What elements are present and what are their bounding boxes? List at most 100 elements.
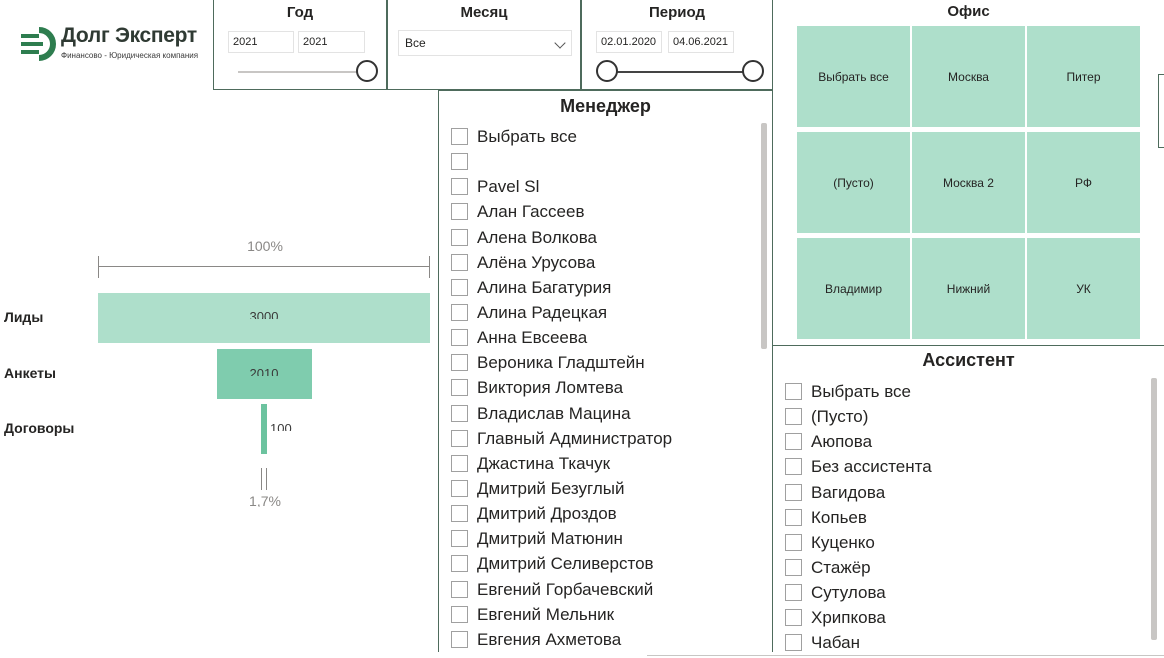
office-tile[interactable]: Москва 2 bbox=[912, 132, 1025, 233]
year-slider-track[interactable] bbox=[238, 71, 368, 73]
checkbox-icon[interactable] bbox=[785, 433, 802, 451]
month-slicer-title: Месяц bbox=[460, 4, 508, 21]
checkbox-icon[interactable] bbox=[785, 558, 802, 576]
assistants-list-item[interactable]: Копьев bbox=[785, 508, 1085, 533]
checkbox-icon[interactable] bbox=[451, 580, 468, 598]
assistants-item-label: Копьев bbox=[811, 507, 867, 527]
managers-list-item[interactable]: Алина Багатурия bbox=[451, 278, 751, 303]
assistants-list-item[interactable]: Вагидова bbox=[785, 483, 1085, 508]
checkbox-icon[interactable] bbox=[785, 458, 802, 476]
checkbox-icon[interactable] bbox=[785, 634, 802, 652]
period-slicer-title: Период bbox=[649, 4, 705, 21]
checkbox-icon[interactable] bbox=[451, 479, 468, 497]
managers-item-label: Алена Волкова bbox=[477, 227, 597, 247]
checkbox-icon[interactable] bbox=[451, 303, 468, 321]
checkbox-icon[interactable] bbox=[451, 605, 468, 623]
office-tile[interactable]: Москва bbox=[912, 26, 1025, 127]
office-tile[interactable]: Питер bbox=[1027, 26, 1140, 127]
managers-list-item[interactable]: Вероника Гладштейн bbox=[451, 353, 751, 378]
managers-item-label: Виктория Ломтева bbox=[477, 378, 624, 398]
managers-list-item[interactable]: Дмитрий Дроздов bbox=[451, 504, 751, 529]
funnel-bar[interactable] bbox=[261, 404, 267, 454]
managers-list-item[interactable]: Дмитрий Селиверстов bbox=[451, 554, 751, 579]
managers-list-item[interactable]: Алан Гассеев bbox=[451, 202, 751, 227]
office-tile[interactable]: РФ bbox=[1027, 132, 1140, 233]
assistants-list-item[interactable]: Выбрать все bbox=[785, 382, 1085, 407]
checkbox-icon[interactable] bbox=[451, 329, 468, 347]
assistants-item-label: Хрипкова bbox=[811, 608, 886, 628]
month-dropdown[interactable]: Все bbox=[398, 30, 572, 56]
chevron-down-icon[interactable] bbox=[554, 37, 566, 49]
month-dropdown-value: Все bbox=[405, 36, 426, 50]
managers-item-label: Дмитрий Селиверстов bbox=[477, 554, 654, 574]
assistants-list-item[interactable]: Без ассистента bbox=[785, 457, 1085, 482]
checkbox-icon[interactable] bbox=[451, 128, 468, 145]
checkbox-icon[interactable] bbox=[785, 383, 802, 400]
assistants-list-item[interactable]: Куценко bbox=[785, 533, 1085, 558]
managers-list-item[interactable]: Дмитрий Безуглый bbox=[451, 479, 751, 504]
managers-list-item[interactable]: Алена Волкова bbox=[451, 228, 751, 253]
checkbox-icon[interactable] bbox=[785, 609, 802, 627]
office-tile[interactable]: Выбрать все bbox=[797, 26, 910, 127]
assistants-list-item[interactable]: (Пусто) bbox=[785, 407, 1085, 432]
year-slider-handle[interactable] bbox=[356, 60, 378, 82]
checkbox-icon[interactable] bbox=[451, 354, 468, 372]
assistants-list-item[interactable]: Сутулова bbox=[785, 583, 1085, 608]
managers-list-item[interactable]: Евгений Горбачевский bbox=[451, 580, 751, 605]
logo: Долг Эксперт Финансово - Юридическая ком… bbox=[0, 0, 213, 90]
period-from-input[interactable]: 02.01.2020 bbox=[596, 31, 662, 53]
managers-list-item[interactable]: Pavel Sl bbox=[451, 177, 751, 202]
managers-list-item[interactable]: Алёна Урусова bbox=[451, 253, 751, 278]
checkbox-icon[interactable] bbox=[785, 508, 802, 526]
managers-list-item[interactable]: Евгения Ахметова bbox=[451, 630, 751, 652]
checkbox-icon[interactable] bbox=[451, 153, 468, 171]
managers-list-item[interactable]: Виктория Ломтева bbox=[451, 378, 751, 403]
assistants-list-item[interactable]: Стажёр bbox=[785, 558, 1085, 583]
checkbox-icon[interactable] bbox=[785, 408, 802, 426]
managers-list-item[interactable]: Евгений Мельник bbox=[451, 605, 751, 630]
year-to-input[interactable]: 2021 bbox=[298, 31, 365, 53]
managers-list-item[interactable] bbox=[451, 152, 751, 177]
checkbox-icon[interactable] bbox=[785, 533, 802, 551]
checkbox-icon[interactable] bbox=[451, 429, 468, 447]
checkbox-icon[interactable] bbox=[451, 178, 468, 196]
checkbox-icon[interactable] bbox=[785, 584, 802, 602]
managers-list-item[interactable]: Выбрать все bbox=[451, 127, 751, 152]
managers-list-item[interactable]: Главный Администратор bbox=[451, 429, 751, 454]
assistants-list-item[interactable]: Аюпова bbox=[785, 432, 1085, 457]
funnel-bar[interactable] bbox=[98, 293, 430, 343]
checkbox-icon[interactable] bbox=[451, 404, 468, 422]
managers-list-item[interactable]: Анна Евсеева bbox=[451, 328, 751, 353]
period-slider-end-handle[interactable] bbox=[742, 60, 764, 82]
office-tile[interactable]: УК bbox=[1027, 238, 1140, 339]
checkbox-icon[interactable] bbox=[451, 228, 468, 246]
funnel-bar[interactable] bbox=[217, 349, 312, 399]
checkbox-icon[interactable] bbox=[451, 530, 468, 548]
checkbox-icon[interactable] bbox=[451, 555, 468, 573]
office-tile[interactable]: Нижний bbox=[912, 238, 1025, 339]
checkbox-icon[interactable] bbox=[785, 483, 802, 501]
assistants-list-item[interactable]: Хрипкова bbox=[785, 608, 1085, 633]
period-slider-track[interactable] bbox=[608, 71, 754, 73]
office-tile[interactable]: Владимир bbox=[797, 238, 910, 339]
period-slider-start-handle[interactable] bbox=[596, 60, 618, 82]
checkbox-icon[interactable] bbox=[451, 278, 468, 296]
checkbox-icon[interactable] bbox=[451, 379, 468, 397]
year-from-input[interactable]: 2021 bbox=[228, 31, 294, 53]
managers-list-item[interactable]: Джастина Ткачук bbox=[451, 454, 751, 479]
period-to-input[interactable]: 04.06.2021 bbox=[668, 31, 734, 53]
checkbox-icon[interactable] bbox=[451, 203, 468, 221]
office-tile[interactable]: (Пусто) bbox=[797, 132, 910, 233]
managers-list-item[interactable]: Дмитрий Матюнин bbox=[451, 529, 751, 554]
checkbox-icon[interactable] bbox=[451, 505, 468, 523]
assistants-item-label: Чабан bbox=[811, 633, 860, 653]
assistants-list-item[interactable]: Чабан bbox=[785, 633, 1085, 658]
manager-scrollbar[interactable] bbox=[761, 123, 767, 349]
assistant-scrollbar[interactable] bbox=[1151, 378, 1157, 640]
checkbox-icon[interactable] bbox=[451, 253, 468, 271]
funnel-bottom-bracket bbox=[261, 468, 267, 490]
checkbox-icon[interactable] bbox=[451, 454, 468, 472]
checkbox-icon[interactable] bbox=[451, 630, 468, 648]
managers-list-item[interactable]: Владислав Мацина bbox=[451, 404, 751, 429]
managers-list-item[interactable]: Алина Радецкая bbox=[451, 303, 751, 328]
